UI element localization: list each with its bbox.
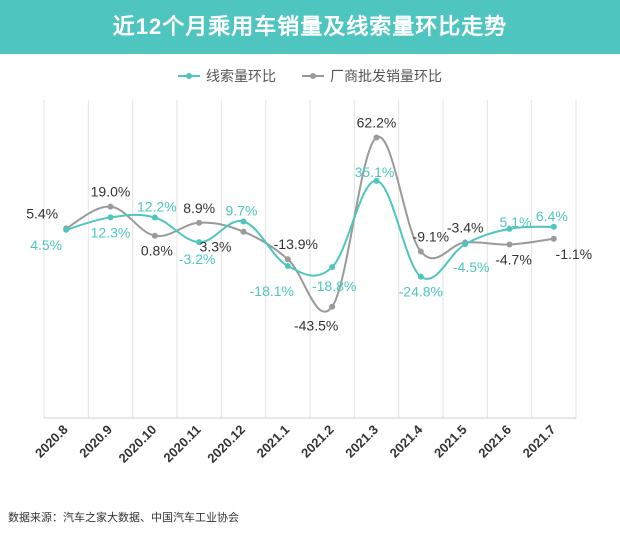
data-label: -1.1%	[556, 246, 593, 262]
chart-title: 近12个月乘用车销量及线索量环比走势	[0, 0, 620, 54]
data-point	[373, 177, 380, 184]
data-point	[284, 256, 291, 263]
x-tick-label: 2021.4	[387, 421, 426, 460]
x-tick-label: 2020.8	[32, 422, 71, 461]
data-point	[151, 232, 158, 239]
data-point	[506, 225, 513, 232]
data-point	[63, 226, 70, 233]
data-label: 5.1%	[500, 214, 532, 230]
data-point	[462, 241, 469, 248]
data-label: -3.4%	[447, 219, 484, 235]
x-tick-label: 2021.1	[254, 422, 293, 461]
data-point	[329, 303, 336, 310]
legend-item-leads[interactable]: 线索量环比	[178, 66, 276, 86]
data-label: 3.3%	[200, 239, 232, 255]
data-point	[329, 264, 336, 271]
x-tick-label: 2020.12	[204, 422, 248, 466]
data-label: -43.5%	[294, 318, 338, 334]
data-label: 4.5%	[30, 237, 62, 253]
data-label: 35.1%	[355, 164, 395, 180]
data-label: -4.5%	[453, 259, 490, 275]
data-label: 0.8%	[141, 243, 173, 259]
data-label: 12.2%	[137, 198, 177, 214]
data-label: -18.8%	[312, 278, 356, 294]
data-label: -4.7%	[495, 252, 532, 268]
x-tick-label: 2020.9	[76, 422, 115, 461]
data-point	[506, 241, 513, 248]
data-label: 5.4%	[26, 205, 58, 221]
data-label: 19.0%	[91, 184, 131, 200]
data-point	[373, 134, 380, 141]
data-label: -18.1%	[250, 283, 294, 299]
data-point	[196, 239, 203, 246]
data-label: -3.2%	[179, 251, 216, 267]
data-point	[284, 262, 291, 269]
x-tick-label: 2021.7	[520, 422, 559, 461]
data-label: 6.4%	[536, 208, 568, 224]
data-point	[240, 218, 247, 225]
x-tick-label: 2021.6	[475, 422, 514, 461]
data-point	[151, 214, 158, 221]
x-tick-label: 2021.3	[342, 422, 381, 461]
data-label: 8.9%	[183, 200, 215, 216]
x-tick-label: 2020.10	[116, 422, 160, 466]
data-label: 9.7%	[226, 202, 258, 218]
legend-item-wholesale[interactable]: 厂商批发销量环比	[302, 66, 442, 86]
data-point	[417, 273, 424, 280]
legend: 线索量环比 厂商批发销量环比	[0, 66, 620, 86]
data-label: -24.8%	[399, 284, 443, 300]
legend-swatch-leads	[178, 73, 200, 79]
x-tick-label: 2021.5	[431, 422, 470, 461]
data-label: 12.3%	[91, 224, 131, 240]
data-point	[550, 235, 557, 242]
data-label: -13.9%	[274, 236, 318, 252]
data-point	[550, 223, 557, 230]
data-point	[417, 248, 424, 255]
data-point	[107, 203, 114, 210]
data-point	[240, 228, 247, 235]
x-tick-label: 2020.11	[160, 422, 203, 465]
data-label: -9.1%	[413, 229, 450, 245]
data-point	[107, 214, 114, 221]
data-label: 62.2%	[357, 114, 397, 130]
x-tick-label: 2021.2	[298, 422, 337, 461]
source-note: 数据来源：汽车之家大数据、中国汽车工业协会	[8, 512, 239, 524]
data-point	[196, 219, 203, 226]
legend-swatch-wholesale	[302, 73, 324, 79]
legend-label-wholesale: 厂商批发销量环比	[330, 68, 442, 84]
legend-label-leads: 线索量环比	[206, 68, 276, 84]
